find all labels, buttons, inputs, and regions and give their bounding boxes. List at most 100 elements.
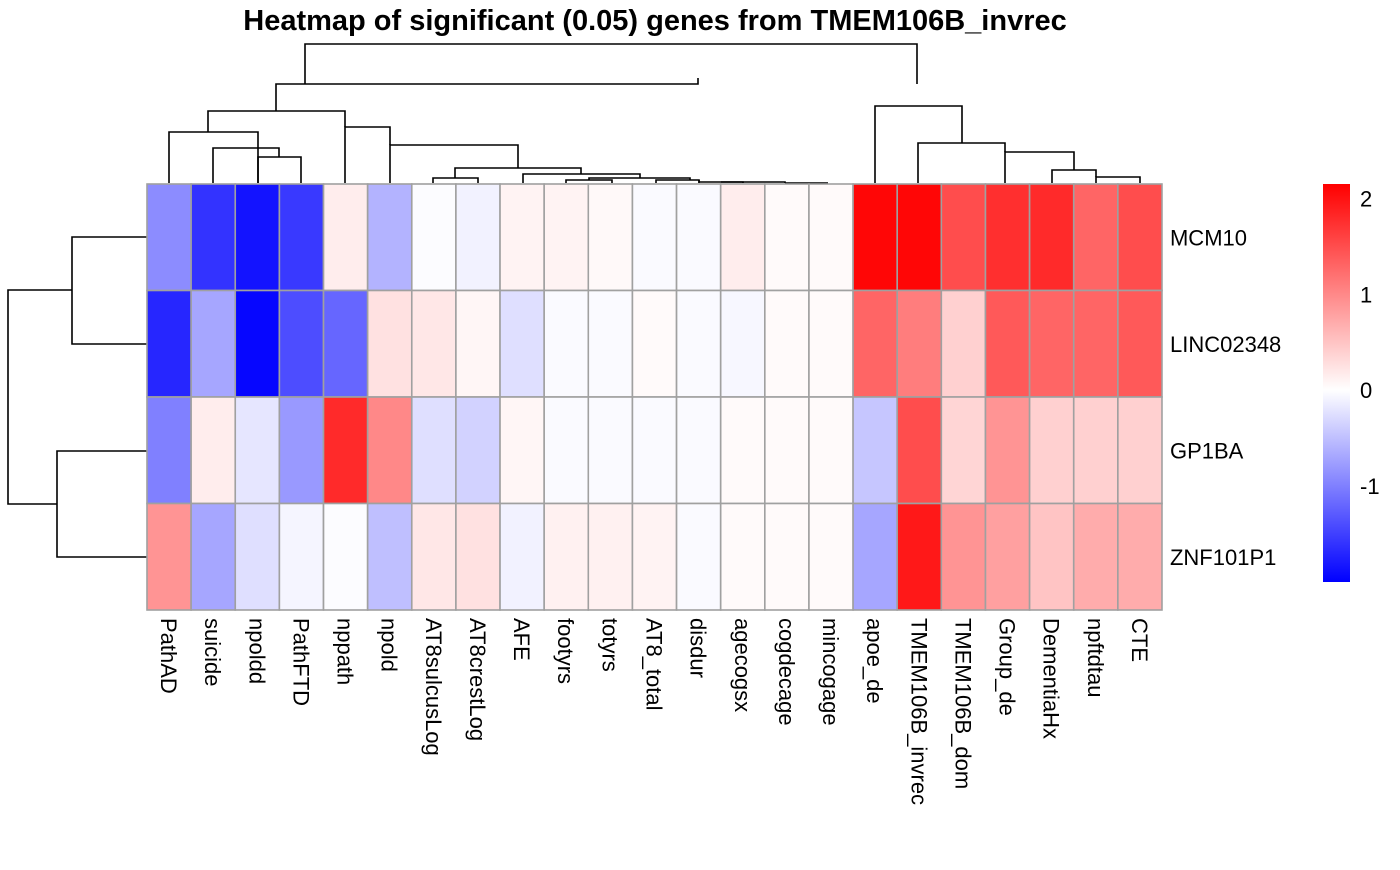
heatmap-cell xyxy=(234,289,281,398)
heatmap-cell xyxy=(1028,289,1075,398)
heatmap-cell xyxy=(1117,502,1163,611)
heatmap-cell xyxy=(322,289,369,398)
heatmap-cell xyxy=(631,289,678,398)
heatmap-cell xyxy=(808,502,854,611)
heatmap-cell xyxy=(984,289,1031,398)
heatmap-cell xyxy=(278,183,325,292)
heatmap-cell xyxy=(764,183,810,292)
legend-tick-label: 0 xyxy=(1360,378,1372,403)
column-label: AFE xyxy=(509,618,534,661)
column-label: AT8sulcusLog xyxy=(421,618,446,756)
legend-tick-label: -1 xyxy=(1360,474,1380,499)
column-dendrogram xyxy=(168,43,1141,184)
column-label: npold xyxy=(377,618,402,672)
column-label: disdur xyxy=(686,618,711,678)
heatmap-cell xyxy=(543,396,590,505)
heatmap-cell xyxy=(410,289,457,398)
heatmap-cell xyxy=(896,396,943,505)
heatmap-cell xyxy=(499,183,545,292)
heatmap-cell xyxy=(587,502,634,611)
heatmap-cell xyxy=(499,502,545,611)
heatmap-cell xyxy=(852,289,899,398)
heatmap-cell xyxy=(1072,502,1119,611)
heatmap-cell xyxy=(940,502,987,611)
row-label: GP1BA xyxy=(1170,438,1244,463)
heatmap-cell xyxy=(234,396,281,505)
heatmap-cell xyxy=(366,289,413,398)
heatmap-cell xyxy=(1028,502,1075,611)
column-label: nppath xyxy=(333,618,358,685)
heatmap-cell xyxy=(719,183,766,292)
column-label: agecogsx xyxy=(730,618,755,712)
heatmap-cell xyxy=(675,502,722,611)
color-legend-bar xyxy=(1323,184,1350,582)
heatmap-cell xyxy=(631,396,678,505)
heatmap-cell xyxy=(366,502,413,611)
heatmap-cell xyxy=(1072,396,1119,505)
column-label: apoe_de xyxy=(862,618,887,704)
heatmap-cell xyxy=(1117,183,1163,292)
heatmap-cell xyxy=(499,396,545,505)
heatmap-cell xyxy=(455,183,501,292)
heatmap-cell xyxy=(543,183,590,292)
column-label: DementiaHx xyxy=(1039,618,1064,739)
column-label: TMEM106B_invrec xyxy=(906,618,931,805)
legend-tick-label: 1 xyxy=(1360,282,1372,307)
column-label: cogdecage xyxy=(774,618,799,726)
heatmap-cell xyxy=(719,396,766,505)
column-label: AT8crestLog xyxy=(465,618,490,741)
row-label: LINC02348 xyxy=(1170,332,1281,357)
heatmap-cell xyxy=(322,396,369,505)
column-label: AT8_total xyxy=(641,618,666,711)
heatmap-cell xyxy=(675,183,722,292)
heatmap-cell xyxy=(234,183,281,292)
legend-tick-label: 2 xyxy=(1360,186,1372,211)
heatmap-cell xyxy=(764,289,810,398)
heatmap-cell xyxy=(146,183,192,292)
heatmap-cell xyxy=(852,396,899,505)
heatmap-cell xyxy=(808,396,854,505)
column-label: TMEM106B_dom xyxy=(950,618,975,789)
heatmap-cell xyxy=(410,183,457,292)
heatmap-cell xyxy=(322,502,369,611)
heatmap-cell xyxy=(146,502,192,611)
heatmap-cell xyxy=(1028,396,1075,505)
heatmap-cell xyxy=(190,183,237,292)
heatmap-cell xyxy=(896,289,943,398)
heatmap-cell xyxy=(719,289,766,398)
heatmap-cell xyxy=(190,502,237,611)
column-labels: PathAD suicide npoldd PathFTD nppath npold AT8… xyxy=(156,618,1152,805)
heatmap-cell xyxy=(1028,183,1075,292)
column-label: footyrs xyxy=(553,618,578,684)
column-label: suicide xyxy=(200,618,225,686)
heatmap-cell xyxy=(278,289,325,398)
heatmap-cell xyxy=(455,289,501,398)
heatmap-cell xyxy=(587,289,634,398)
row-dendrogram xyxy=(7,236,147,558)
color-legend-ticks: 2 1 0 -1 xyxy=(1360,186,1380,499)
heatmap-cell xyxy=(808,289,854,398)
chart-title: Heatmap of significant (0.05) genes from… xyxy=(243,5,1067,37)
heatmap-cell xyxy=(808,183,854,292)
heatmap-cell xyxy=(852,183,899,292)
heatmap-cell xyxy=(1072,183,1119,292)
heatmap-cell xyxy=(940,183,987,292)
column-label: npoldd xyxy=(244,618,269,684)
heatmap-cell xyxy=(631,502,678,611)
heatmap-cell xyxy=(366,183,413,292)
heatmap-cell xyxy=(499,289,545,398)
heatmap-cell xyxy=(852,502,899,611)
column-label: npftdtau xyxy=(1083,618,1108,698)
column-label: mincogage xyxy=(818,618,843,726)
column-label: PathAD xyxy=(156,618,181,694)
heatmap-cell xyxy=(719,502,766,611)
column-label: Group_de xyxy=(995,618,1020,716)
heatmap-cell xyxy=(984,396,1031,505)
heatmap-cell xyxy=(587,183,634,292)
row-label: MCM10 xyxy=(1170,225,1247,250)
heatmap-cell xyxy=(190,396,237,505)
column-label: totyrs xyxy=(597,618,622,672)
heatmap-cell xyxy=(146,396,192,505)
heatmap-cell xyxy=(764,502,810,611)
heatmap-cell xyxy=(896,502,943,611)
